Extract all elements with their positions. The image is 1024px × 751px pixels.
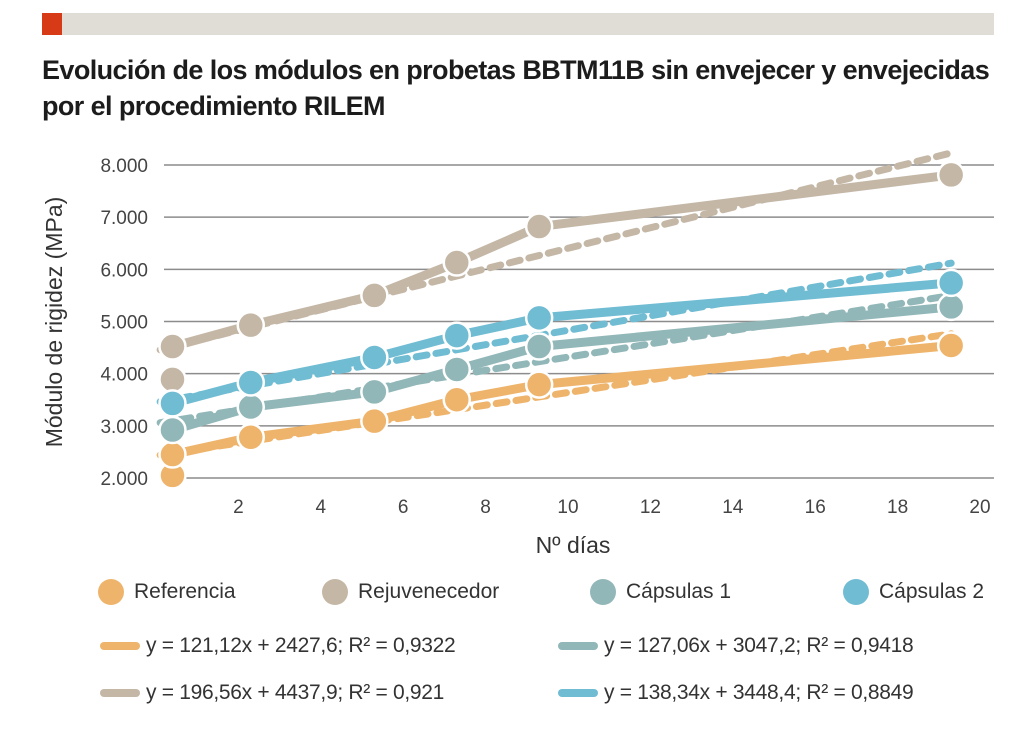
data-point-capsulas-2 xyxy=(442,321,472,350)
x-tick-label: 12 xyxy=(640,497,661,518)
y-tick-label: 4.000 xyxy=(100,365,148,386)
y-tick-label: 2.000 xyxy=(100,469,148,490)
header-accent-square xyxy=(42,13,62,35)
trendline-swatch-icon xyxy=(100,642,140,650)
x-tick-label: 18 xyxy=(887,497,908,518)
data-point-rejuvenecedor xyxy=(442,248,472,277)
legend-marker-icon xyxy=(843,579,869,605)
trendline-swatch-icon xyxy=(100,689,140,697)
data-point-rejuvenecedor xyxy=(524,212,554,241)
data-point-capsulas-2 xyxy=(524,303,554,333)
legend-trendline-rejuvenecedor: y = 196,56x + 4437,9; R² = 0,921 xyxy=(100,681,444,705)
data-point-rejuvenecedor xyxy=(236,310,266,340)
y-tick-label: 7.000 xyxy=(100,208,148,229)
x-tick-label: 20 xyxy=(969,497,990,518)
legend-label: Cápsulas 2 xyxy=(879,580,985,603)
y-tick-label: 6.000 xyxy=(100,260,148,281)
trendline-equation: y = 196,56x + 4437,9; R² = 0,921 xyxy=(146,681,445,704)
data-point-referencia xyxy=(936,331,966,360)
x-tick-label: 4 xyxy=(316,497,327,518)
x-tick-label: 8 xyxy=(480,497,491,518)
data-point-capsulas-1 xyxy=(158,415,187,445)
x-tick-label: 10 xyxy=(557,497,578,518)
data-point-referencia xyxy=(360,406,389,436)
header-bar xyxy=(42,13,994,35)
legend-item-rejuvenecedor: Rejuvenecedor xyxy=(322,579,499,605)
data-point-rejuvenecedor xyxy=(360,281,389,310)
legend-item-capsulas-1: Cápsulas 1 xyxy=(590,579,731,605)
data-point-rejuvenecedor xyxy=(936,160,966,190)
data-point-capsulas-1 xyxy=(236,392,266,422)
data-point-capsulas-2 xyxy=(936,268,966,298)
x-axis-ticks: 2 4 6 8 10 12 14 16 18 20 xyxy=(233,497,990,518)
legend-marker-icon xyxy=(322,579,348,605)
series-line-capsulas-1 xyxy=(171,302,952,435)
legend-item-capsulas-2: Cápsulas 2 xyxy=(843,579,984,605)
data-points xyxy=(158,160,966,490)
data-point-capsulas-1 xyxy=(360,377,389,407)
trendline-rejuvenecedor xyxy=(156,149,955,354)
trendline-swatch-icon xyxy=(558,689,598,697)
y-axis-label: Módulo de rigidez (MPa) xyxy=(41,197,67,448)
data-point-capsulas-2 xyxy=(158,389,187,418)
x-tick-label: 14 xyxy=(722,497,744,518)
trendline-swatch-icon xyxy=(558,642,598,650)
legend-marker-icon xyxy=(590,579,616,605)
trendline-equation: y = 121,12x + 2427,6; R² = 0,9322 xyxy=(146,634,456,657)
legend-label: Referencia xyxy=(134,580,236,603)
legend-label: Rejuvenecedor xyxy=(358,580,500,603)
legend-item-referencia: Referencia xyxy=(98,579,236,605)
chart-title: Evolución de los módulos en probetas BBT… xyxy=(42,55,990,121)
data-point-rejuvenecedor xyxy=(158,365,187,394)
x-tick-label: 16 xyxy=(805,497,826,518)
data-point-capsulas-2 xyxy=(236,368,266,397)
legend-trendline-referencia: y = 121,12x + 2427,6; R² = 0,9322 xyxy=(100,634,456,658)
data-point-referencia xyxy=(524,370,554,399)
x-tick-label: 2 xyxy=(233,497,244,518)
trendline-equation: y = 138,34x + 3448,4; R² = 0,8849 xyxy=(604,681,914,704)
data-point-capsulas-2 xyxy=(360,343,389,372)
data-point-capsulas-1 xyxy=(936,292,966,322)
data-point-referencia xyxy=(236,423,266,452)
y-axis-ticks: 2.000 3.000 4.000 5.000 6.000 7.000 8.000 xyxy=(100,156,148,490)
trendline-equation: y = 127,06x + 3047,2; R² = 0,9418 xyxy=(604,634,914,657)
data-point-referencia xyxy=(442,385,472,414)
data-point-rejuvenecedor xyxy=(158,332,187,361)
y-tick-label: 5.000 xyxy=(100,313,148,334)
y-tick-label: 8.000 xyxy=(100,156,148,177)
x-axis-label: Nº días xyxy=(536,532,611,558)
legend-marker-icon xyxy=(98,579,124,605)
legend-trendline-capsulas-1: y = 127,06x + 3047,2; R² = 0,9418 xyxy=(558,634,914,658)
data-point-referencia xyxy=(158,440,187,469)
data-point-capsulas-1 xyxy=(524,332,554,361)
x-tick-label: 6 xyxy=(398,497,409,518)
trendlines xyxy=(156,149,955,459)
legend-label: Cápsulas 1 xyxy=(626,580,732,603)
y-tick-label: 3.000 xyxy=(100,417,148,438)
data-point-capsulas-1 xyxy=(442,355,472,384)
legend-trendline-capsulas-2: y = 138,34x + 3448,4; R² = 0,8849 xyxy=(558,681,914,705)
